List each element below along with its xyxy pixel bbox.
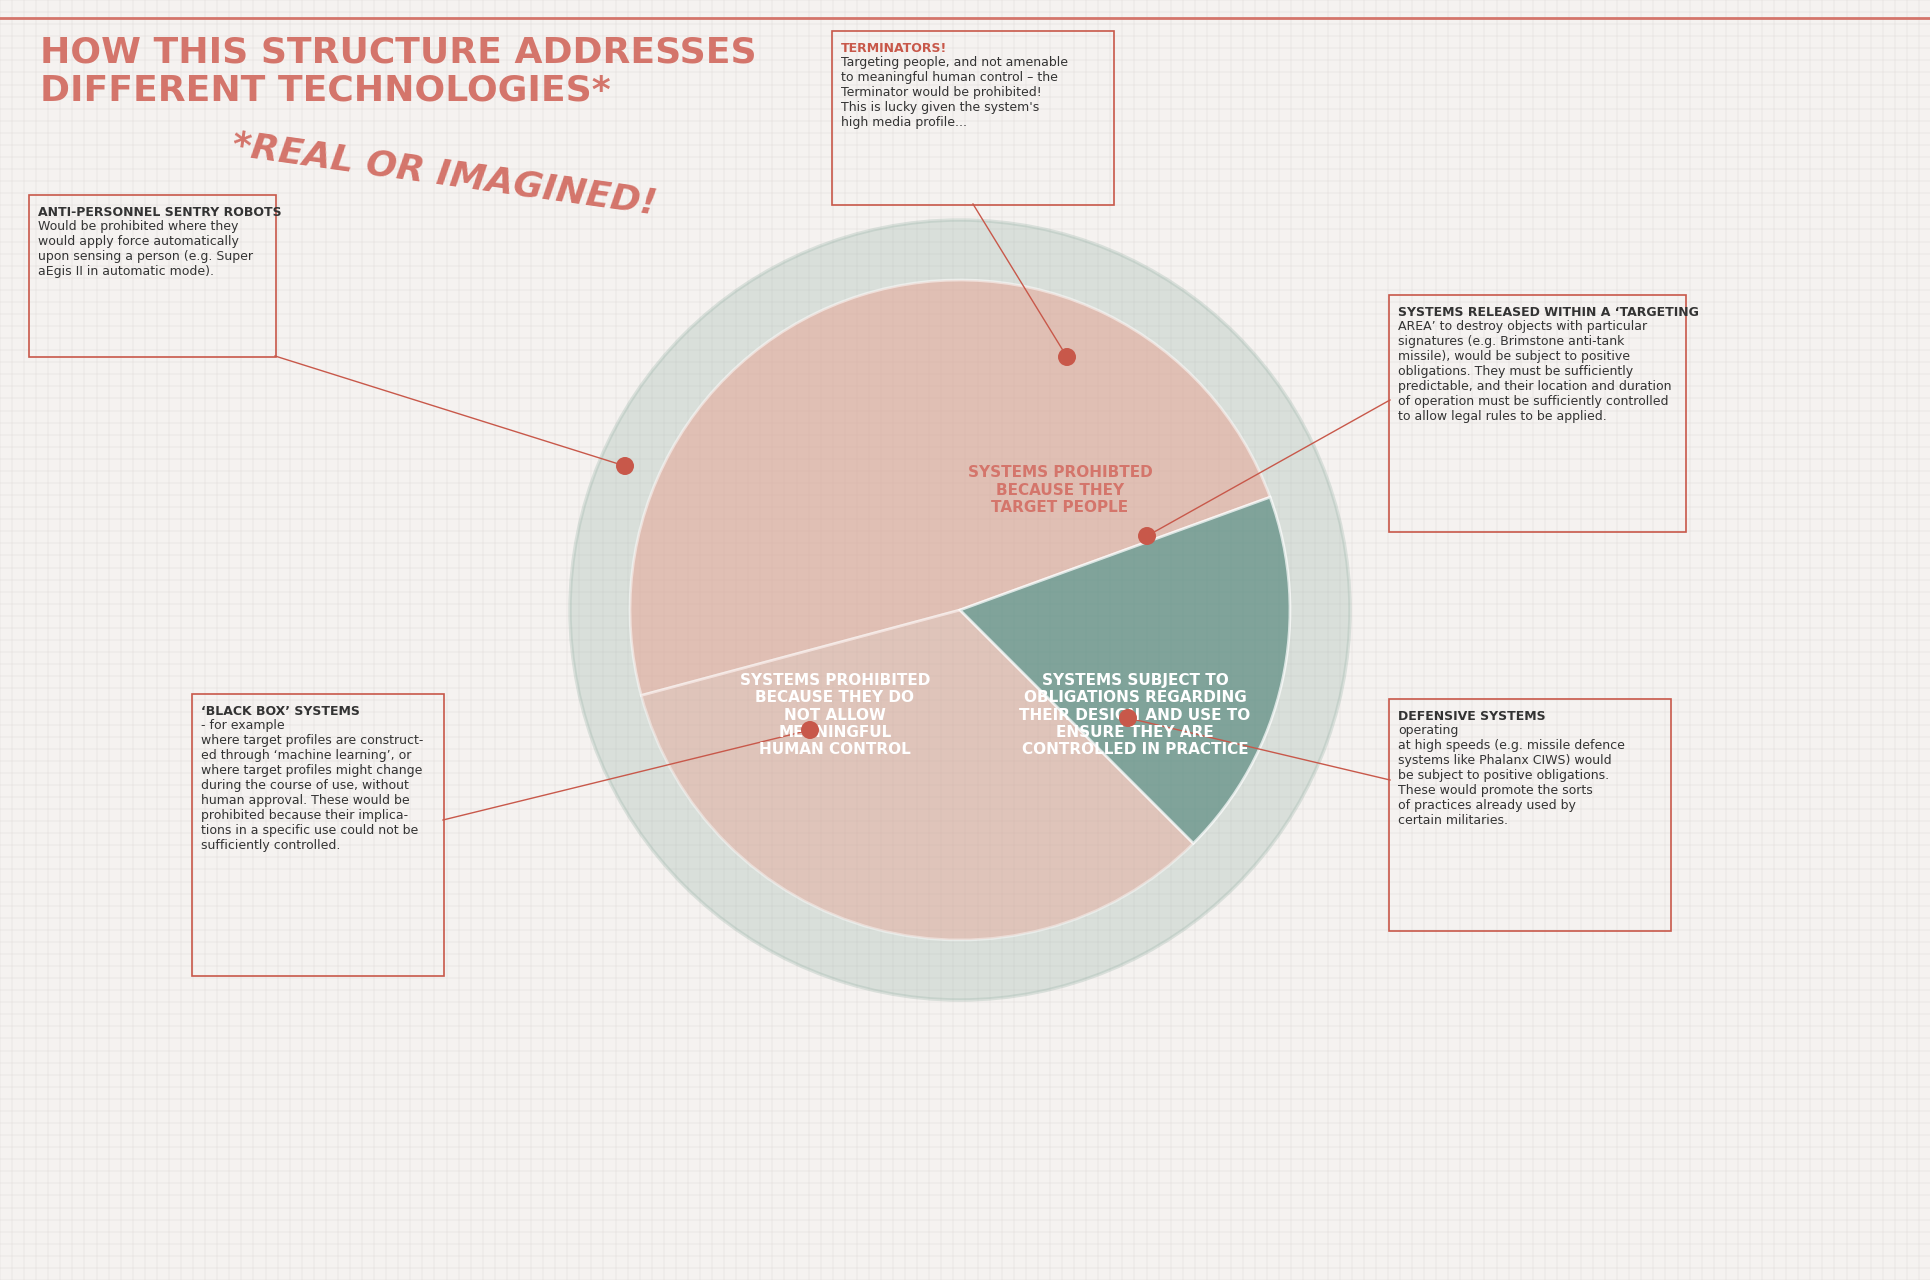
Text: AREA’ to destroy objects with particular
signatures (e.g. Brimstone anti-tank
mi: AREA’ to destroy objects with particular…	[1397, 320, 1671, 424]
Text: Would be prohibited where they
would apply force automatically
upon sensing a pe: Would be prohibited where they would app…	[39, 220, 253, 279]
Circle shape	[801, 721, 818, 739]
Circle shape	[569, 220, 1349, 1000]
Text: - for example
where target profiles are construct-
ed through ‘machine learning’: - for example where target profiles are …	[201, 719, 423, 852]
Text: TERMINATORS!: TERMINATORS!	[841, 42, 948, 55]
Wedge shape	[629, 280, 1270, 695]
Text: DIFFERENT TECHNOLOGIES*: DIFFERENT TECHNOLOGIES*	[41, 73, 610, 108]
Text: SYSTEMS PROHIBITED
BECAUSE THEY DO
NOT ALLOW
MEANINGFUL
HUMAN CONTROL: SYSTEMS PROHIBITED BECAUSE THEY DO NOT A…	[739, 673, 930, 758]
Circle shape	[1137, 527, 1156, 545]
Text: ‘BLACK BOX’ SYSTEMS: ‘BLACK BOX’ SYSTEMS	[201, 705, 359, 718]
Text: *REAL OR IMAGINED!: *REAL OR IMAGINED!	[230, 128, 658, 221]
Circle shape	[1117, 709, 1137, 727]
Text: ANTI-PERSONNEL SENTRY ROBOTS: ANTI-PERSONNEL SENTRY ROBOTS	[39, 206, 282, 219]
Circle shape	[616, 457, 633, 475]
Wedge shape	[641, 611, 1193, 940]
Text: DEFENSIVE SYSTEMS: DEFENSIVE SYSTEMS	[1397, 710, 1544, 723]
Text: HOW THIS STRUCTURE ADDRESSES: HOW THIS STRUCTURE ADDRESSES	[41, 35, 757, 69]
Wedge shape	[959, 497, 1289, 844]
Circle shape	[1058, 348, 1075, 366]
Text: SYSTEMS PROHIBTED
BECAUSE THEY
TARGET PEOPLE: SYSTEMS PROHIBTED BECAUSE THEY TARGET PE…	[967, 465, 1152, 515]
Text: operating
at high speeds (e.g. missile defence
systems like Phalanx CIWS) would
: operating at high speeds (e.g. missile d…	[1397, 724, 1623, 827]
Text: Targeting people, and not amenable
to meaningful human control – the
Terminator : Targeting people, and not amenable to me…	[841, 56, 1067, 129]
Text: SYSTEMS RELEASED WITHIN A ‘TARGETING: SYSTEMS RELEASED WITHIN A ‘TARGETING	[1397, 306, 1698, 319]
Text: SYSTEMS SUBJECT TO
OBLIGATIONS REGARDING
THEIR DESIGN AND USE TO
ENSURE THEY ARE: SYSTEMS SUBJECT TO OBLIGATIONS REGARDING…	[1019, 673, 1251, 758]
